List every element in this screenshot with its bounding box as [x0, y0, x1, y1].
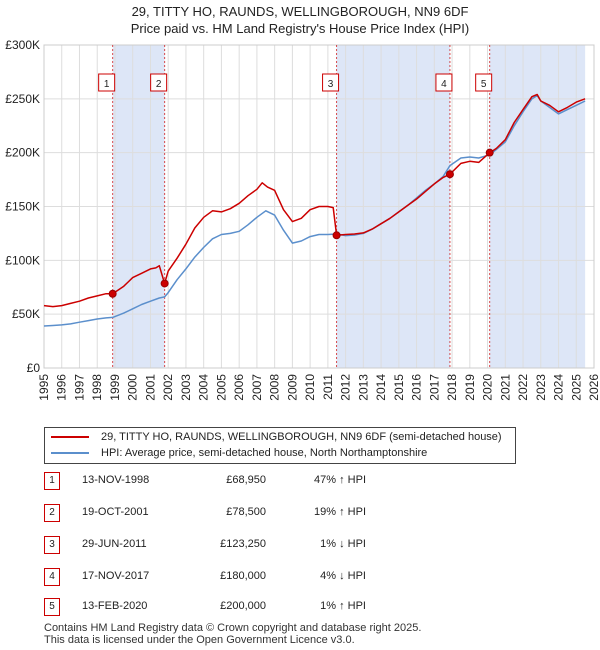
y-tick-label: £200K — [5, 146, 40, 160]
x-tick-label: 2012 — [339, 374, 353, 401]
sale-price: £200,000 — [220, 600, 266, 612]
sale-price: £78,500 — [226, 506, 266, 518]
y-tick-label: £150K — [5, 200, 40, 214]
sale-point — [332, 231, 341, 240]
title-line-2: Price paid vs. HM Land Registry's House … — [130, 21, 470, 36]
sale-number-badge: 4 — [44, 568, 60, 586]
sale-date: 13-NOV-1998 — [82, 474, 150, 486]
sale-point — [108, 289, 117, 298]
x-tick-label: 2021 — [498, 374, 512, 401]
y-tick-label: £50K — [12, 307, 40, 321]
x-tick-label: 2010 — [303, 374, 317, 401]
sale-price: £68,950 — [226, 474, 266, 486]
legend-item-property: 29, TITTY HO, RAUNDS, WELLINGBOROUGH, NN… — [51, 429, 502, 445]
hpi-line — [43, 94, 586, 327]
legend-swatch-property — [51, 436, 89, 439]
sale-number-label: 2 — [156, 79, 162, 90]
title-line-1: 29, TITTY HO, RAUNDS, WELLINGBOROUGH, NN… — [131, 4, 469, 19]
legend-swatch-hpi — [51, 452, 89, 455]
y-tick-label: £250K — [5, 92, 40, 106]
sale-hpi-diff: 1% ↓ HPI — [320, 538, 366, 550]
sale-number-badge: 5 — [44, 598, 60, 616]
x-tick-label: 2001 — [143, 374, 157, 401]
sale-date: 17-NOV-2017 — [82, 570, 150, 582]
sale-point — [445, 170, 454, 179]
sale-date: 19-OCT-2001 — [82, 506, 149, 518]
sale-point — [485, 148, 494, 157]
x-tick-label: 1998 — [90, 374, 104, 401]
x-tick-label: 2015 — [392, 374, 406, 401]
x-tick-label: 2019 — [463, 374, 477, 401]
sale-price: £180,000 — [220, 570, 266, 582]
x-tick-label: 2004 — [197, 374, 211, 401]
chart-title: 29, TITTY HO, RAUNDS, WELLINGBOROUGH, NN… — [0, 3, 600, 37]
y-tick-label: £300K — [5, 38, 40, 52]
sale-hpi-diff: 47% ↑ HPI — [314, 474, 366, 486]
y-tick-label: £0 — [27, 361, 41, 375]
sale-number-box — [98, 73, 116, 92]
sale-number-badge: 3 — [44, 536, 60, 554]
sale-number-badge: 1 — [44, 472, 60, 490]
sale-date: 13-FEB-2020 — [82, 600, 148, 612]
sale-number-label: 5 — [481, 79, 487, 90]
legend-label-property: 29, TITTY HO, RAUNDS, WELLINGBOROUGH, NN… — [101, 431, 502, 443]
sale-number-box — [150, 73, 168, 92]
x-tick-label: 2014 — [374, 374, 388, 401]
sale-point — [160, 279, 169, 288]
x-tick-label: 2020 — [481, 374, 495, 401]
y-tick-label: £100K — [5, 253, 40, 267]
footer-line-1: Contains HM Land Registry data © Crown c… — [44, 622, 422, 634]
x-tick-label: 2018 — [445, 374, 459, 401]
table-row: 1 13-NOV-1998 £68,950 47% ↑ HPI — [44, 471, 544, 491]
x-tick-label: 1996 — [55, 374, 69, 401]
table-row: 4 17-NOV-2017 £180,000 4% ↓ HPI — [44, 567, 544, 587]
table-row: 3 29-JUN-2011 £123,250 1% ↓ HPI — [44, 535, 544, 555]
sale-date: 29-JUN-2011 — [82, 538, 147, 550]
x-tick-label: 1995 — [37, 374, 51, 401]
sale-hpi-diff: 4% ↓ HPI — [320, 570, 366, 582]
x-tick-label: 2007 — [250, 374, 264, 401]
x-tick-label: 1999 — [108, 374, 122, 401]
x-tick-label: 2016 — [410, 374, 424, 401]
x-tick-label: 1997 — [72, 374, 86, 401]
sale-price: £123,250 — [220, 538, 266, 550]
x-tick-label: 2024 — [552, 374, 566, 401]
x-tick-label: 2022 — [516, 374, 530, 401]
x-tick-label: 2008 — [268, 374, 282, 401]
plot-border — [43, 44, 595, 369]
x-tick-label: 2002 — [161, 374, 175, 401]
table-row: 5 13-FEB-2020 £200,000 1% ↑ HPI — [44, 597, 544, 617]
sale-hpi-diff: 1% ↑ HPI — [320, 600, 366, 612]
legend-label-hpi: HPI: Average price, semi-detached house,… — [101, 447, 428, 459]
legend-item-hpi: HPI: Average price, semi-detached house,… — [51, 445, 427, 461]
x-tick-label: 2011 — [321, 374, 335, 400]
sale-hpi-diff: 19% ↑ HPI — [314, 506, 366, 518]
x-tick-label: 2025 — [569, 374, 583, 401]
sale-number-box — [322, 73, 340, 92]
x-tick-label: 2026 — [587, 374, 600, 401]
x-tick-label: 2023 — [534, 374, 548, 401]
sale-number-box — [475, 73, 493, 92]
sale-number-badge: 2 — [44, 504, 60, 522]
sale-number-label: 3 — [328, 79, 334, 90]
table-row: 2 19-OCT-2001 £78,500 19% ↑ HPI — [44, 503, 544, 523]
x-tick-label: 2017 — [427, 374, 441, 401]
sale-number-label: 4 — [441, 79, 447, 90]
x-tick-label: 2013 — [356, 374, 370, 401]
x-tick-label: 2003 — [179, 374, 193, 401]
sale-number-box — [435, 73, 453, 92]
x-tick-label: 2006 — [232, 374, 246, 401]
x-tick-label: 2005 — [214, 374, 228, 401]
property-price-line — [43, 93, 586, 308]
footer-line-2: This data is licensed under the Open Gov… — [44, 634, 355, 646]
x-tick-label: 2009 — [285, 374, 299, 401]
footer: Contains HM Land Registry data © Crown c… — [44, 622, 421, 646]
x-tick-label: 2000 — [126, 374, 140, 401]
sale-number-label: 1 — [104, 79, 110, 90]
legend: 29, TITTY HO, RAUNDS, WELLINGBOROUGH, NN… — [44, 427, 516, 464]
